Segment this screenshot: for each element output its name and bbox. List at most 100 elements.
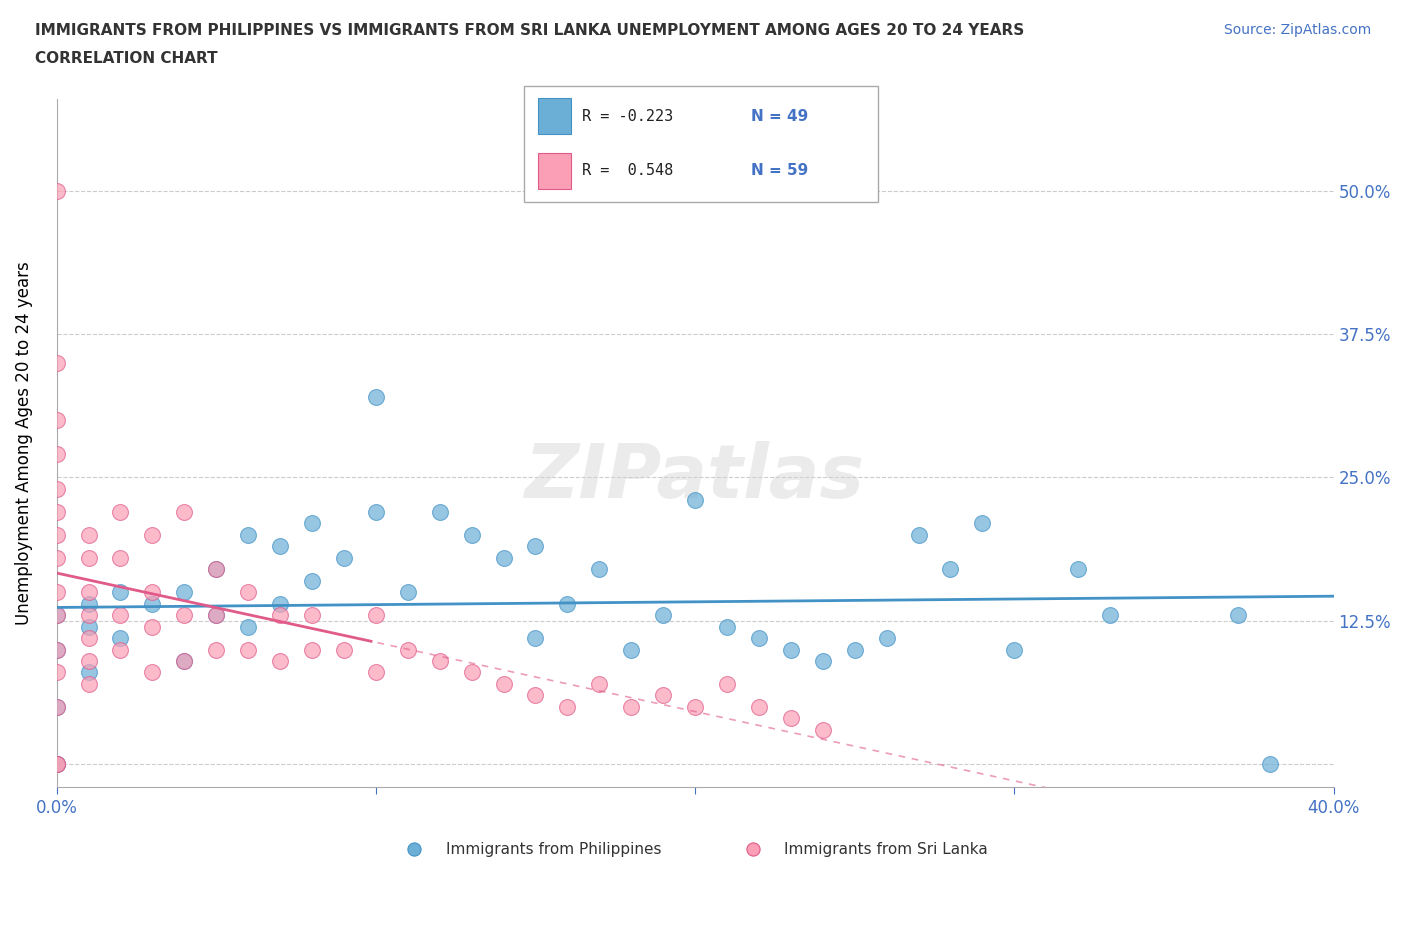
Point	[557, 596, 579, 611]
Point	[77, 527, 100, 542]
Text: N = 59: N = 59	[751, 164, 808, 179]
Point	[779, 642, 801, 657]
Point	[45, 447, 67, 462]
Point	[269, 654, 291, 669]
Point	[364, 665, 387, 680]
Point	[524, 538, 547, 553]
Point	[77, 585, 100, 600]
Text: R = -0.223: R = -0.223	[582, 109, 673, 124]
Point	[77, 676, 100, 691]
Point	[716, 676, 738, 691]
Point	[301, 607, 323, 622]
Point	[939, 860, 962, 875]
Point	[1067, 562, 1090, 577]
Point	[45, 757, 67, 772]
Point	[77, 607, 100, 622]
Point	[236, 527, 259, 542]
Point	[236, 585, 259, 600]
Point	[269, 596, 291, 611]
Point	[811, 723, 834, 737]
Point	[620, 642, 643, 657]
FancyBboxPatch shape	[538, 99, 571, 135]
Point	[301, 516, 323, 531]
Point	[173, 585, 195, 600]
Point	[588, 562, 610, 577]
Point	[236, 619, 259, 634]
Text: ZIPatlas: ZIPatlas	[524, 441, 865, 514]
Point	[1099, 607, 1122, 622]
Point	[652, 688, 675, 703]
Point	[364, 607, 387, 622]
Point	[492, 551, 515, 565]
Point	[173, 654, 195, 669]
Point	[205, 562, 228, 577]
Point	[716, 619, 738, 634]
Point	[45, 642, 67, 657]
Point	[620, 699, 643, 714]
Point	[77, 631, 100, 645]
Point	[45, 699, 67, 714]
Point	[173, 504, 195, 519]
Point	[236, 642, 259, 657]
Point	[588, 676, 610, 691]
Text: N = 49: N = 49	[751, 109, 808, 124]
Point	[429, 654, 451, 669]
Point	[141, 585, 163, 600]
Point	[45, 757, 67, 772]
Point	[77, 665, 100, 680]
Point	[45, 642, 67, 657]
Text: Immigrants from Sri Lanka: Immigrants from Sri Lanka	[785, 842, 988, 857]
Point	[110, 642, 132, 657]
Point	[173, 654, 195, 669]
Point	[45, 183, 67, 198]
Text: R =  0.548: R = 0.548	[582, 164, 673, 179]
Point	[811, 654, 834, 669]
Point	[779, 711, 801, 725]
Point	[269, 538, 291, 553]
Point	[939, 562, 962, 577]
Point	[1002, 642, 1025, 657]
Point	[748, 699, 770, 714]
Point	[907, 527, 929, 542]
Point	[972, 516, 994, 531]
Point	[460, 527, 482, 542]
Point	[301, 642, 323, 657]
Point	[173, 607, 195, 622]
Point	[141, 665, 163, 680]
Y-axis label: Unemployment Among Ages 20 to 24 years: Unemployment Among Ages 20 to 24 years	[15, 261, 32, 625]
Point	[110, 607, 132, 622]
Point	[524, 631, 547, 645]
Point	[45, 413, 67, 428]
Point	[269, 607, 291, 622]
Text: Source: ZipAtlas.com: Source: ZipAtlas.com	[1223, 23, 1371, 37]
Point	[205, 607, 228, 622]
Point	[141, 619, 163, 634]
Text: CORRELATION CHART: CORRELATION CHART	[35, 51, 218, 66]
Point	[460, 665, 482, 680]
Point	[683, 493, 706, 508]
Point	[1258, 757, 1281, 772]
Point	[110, 631, 132, 645]
Point	[77, 551, 100, 565]
Point	[364, 390, 387, 405]
Point	[1226, 607, 1249, 622]
Text: IMMIGRANTS FROM PHILIPPINES VS IMMIGRANTS FROM SRI LANKA UNEMPLOYMENT AMONG AGES: IMMIGRANTS FROM PHILIPPINES VS IMMIGRANT…	[35, 23, 1025, 38]
Point	[45, 607, 67, 622]
Point	[45, 665, 67, 680]
Point	[110, 551, 132, 565]
Point	[844, 642, 866, 657]
Text: Immigrants from Philippines: Immigrants from Philippines	[446, 842, 662, 857]
Point	[110, 504, 132, 519]
Point	[429, 504, 451, 519]
Point	[45, 585, 67, 600]
Point	[492, 676, 515, 691]
Point	[77, 654, 100, 669]
FancyBboxPatch shape	[524, 86, 879, 202]
Point	[333, 642, 356, 657]
Point	[45, 607, 67, 622]
Point	[110, 585, 132, 600]
Point	[141, 596, 163, 611]
Point	[396, 642, 419, 657]
Point	[45, 551, 67, 565]
Point	[45, 482, 67, 497]
